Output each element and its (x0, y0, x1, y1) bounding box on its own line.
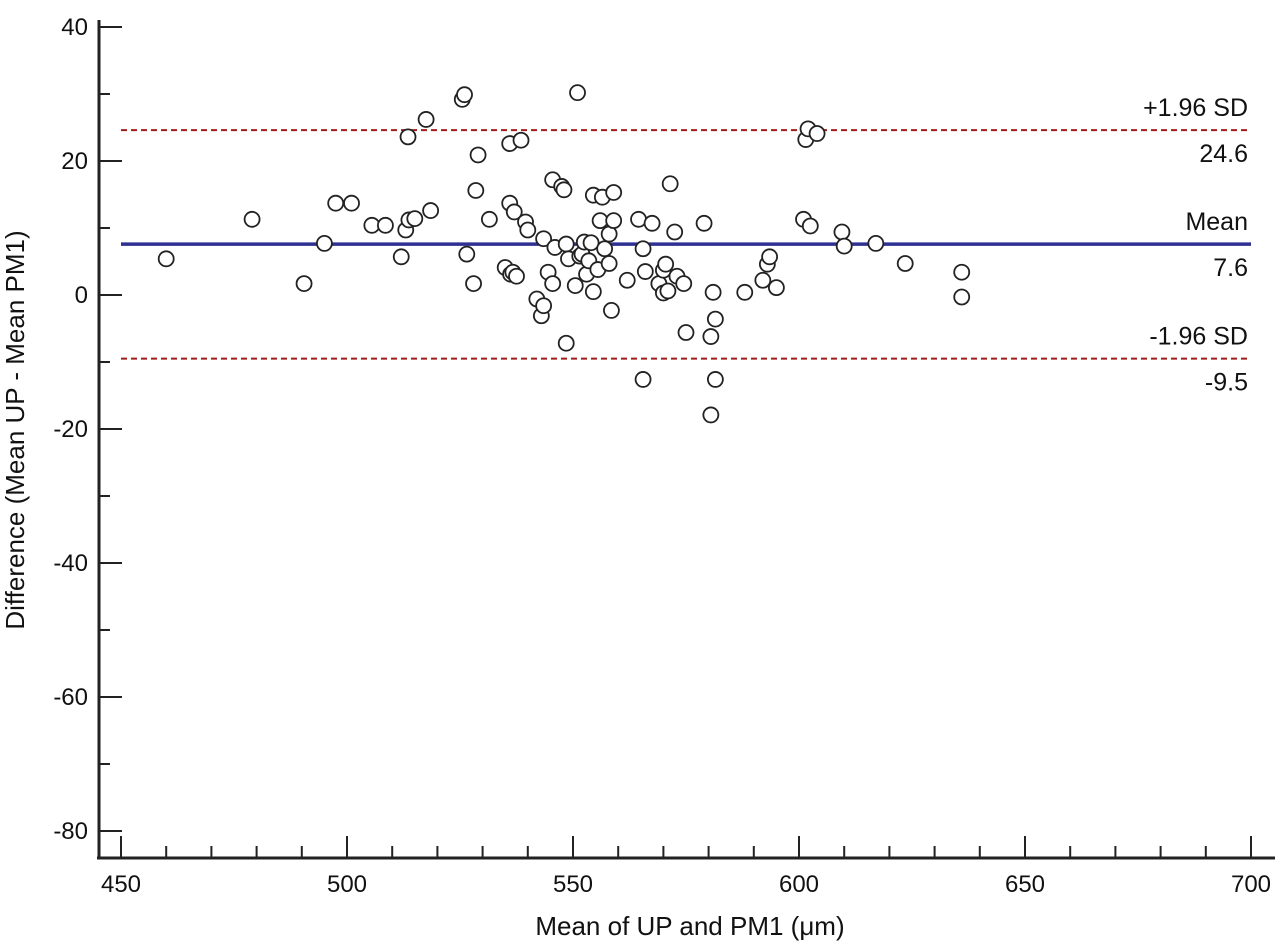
data-point (603, 302, 620, 319)
y-tick-label: 20 (61, 148, 88, 175)
y-tick-label: 0 (75, 282, 88, 309)
data-point (953, 263, 971, 281)
reference-labels: +1.96 SD 24.6 Mean 7.6 -1.96 SD -9.5 (1143, 94, 1248, 396)
data-point (566, 277, 584, 295)
x-axis-title: Mean of UP and PM1 (μm) (535, 911, 844, 941)
data-point (512, 131, 530, 149)
data-point (704, 283, 722, 301)
data-point (702, 406, 720, 424)
data-point (695, 214, 713, 232)
data-point (544, 275, 562, 293)
axis-ticks: 450 500 550 600 650 700 40 20 0 -20 -40 -60 -80 (53, 14, 1271, 898)
y-tick-label: -20 (53, 416, 88, 443)
x-tick-label: 600 (779, 871, 819, 898)
data-point (659, 282, 677, 300)
reference-lines (121, 129, 1251, 360)
data-point (636, 263, 654, 280)
data-point (505, 203, 523, 221)
reference-line-value: 24.6 (1199, 140, 1248, 168)
data-point (596, 240, 614, 258)
data-point (535, 230, 553, 248)
data-point (706, 310, 724, 328)
data-point (600, 255, 618, 272)
data-point (315, 235, 333, 252)
data-point (630, 210, 647, 228)
data-point (618, 271, 636, 289)
data-point (657, 255, 675, 273)
data-point (768, 279, 785, 297)
data-point (555, 181, 573, 199)
reference-line-label: +1.96 SD (1143, 94, 1248, 122)
y-tick-label: -80 (53, 818, 88, 845)
data-point (953, 288, 971, 306)
data-point (392, 248, 410, 266)
reference-line-label: Mean (1185, 208, 1248, 236)
data-point (584, 283, 602, 301)
data-point (605, 184, 623, 201)
data-point (643, 214, 661, 232)
data-point (867, 235, 885, 252)
data-point (661, 175, 679, 193)
data-point (417, 111, 435, 128)
data-point (557, 334, 575, 352)
data-point (377, 216, 394, 234)
data-point (480, 210, 498, 228)
data-point (557, 235, 575, 253)
x-tick-label: 650 (1005, 871, 1045, 898)
data-point (406, 210, 424, 228)
data-point (343, 194, 360, 212)
y-axis-title: Difference (Mean UP - Mean PM1) (0, 230, 30, 629)
data-point (833, 223, 851, 241)
data-point (456, 86, 473, 104)
data-point (666, 223, 684, 241)
x-tick-label: 550 (553, 871, 593, 898)
data-point (675, 275, 693, 293)
data-point (469, 146, 487, 164)
data-point (801, 217, 819, 235)
y-tick-label: 40 (61, 14, 88, 41)
data-point (399, 128, 417, 146)
data-point (508, 267, 525, 285)
data-point (754, 271, 772, 289)
data-point (465, 275, 482, 293)
reference-line-label: -1.96 SD (1149, 323, 1248, 351)
x-tick-label: 500 (327, 871, 367, 898)
x-tick-label: 450 (101, 871, 141, 898)
data-point (535, 297, 553, 315)
data-point (519, 221, 537, 239)
data-point (634, 371, 652, 388)
data-point (243, 210, 261, 228)
reference-line-value: 7.6 (1213, 254, 1248, 282)
data-point (605, 212, 623, 230)
reference-line-value: -9.5 (1205, 369, 1248, 397)
x-tick-label: 700 (1231, 871, 1271, 898)
data-point (157, 250, 175, 268)
data-point (835, 237, 853, 255)
y-tick-label: -40 (53, 550, 88, 577)
data-point (569, 84, 586, 102)
data-point (458, 245, 476, 263)
data-point (808, 125, 826, 142)
data-point (761, 248, 779, 266)
data-point (422, 202, 440, 219)
data-point (634, 240, 652, 258)
data-point (327, 194, 345, 212)
data-point (295, 275, 313, 293)
data-points (157, 84, 971, 424)
data-point (677, 324, 695, 341)
data-point (582, 234, 600, 252)
data-point (467, 182, 485, 199)
data-point (702, 328, 720, 345)
y-tick-label: -60 (53, 684, 88, 711)
data-point (896, 255, 914, 272)
data-point (736, 283, 754, 301)
data-point (706, 371, 724, 388)
